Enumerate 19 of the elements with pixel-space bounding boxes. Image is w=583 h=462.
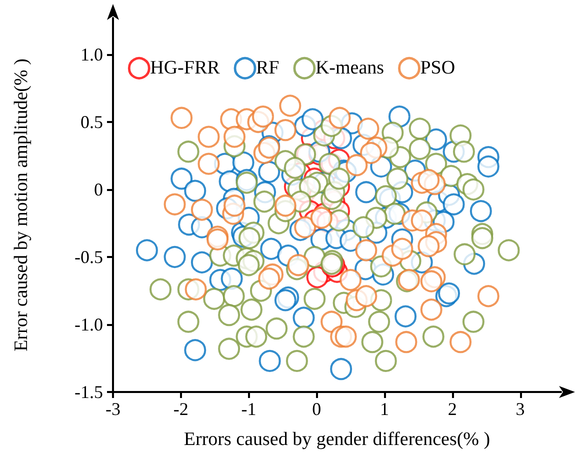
x-tick-label: 1 (380, 399, 390, 419)
x-tick-label: -3 (106, 399, 120, 419)
x-tick-label: 2 (448, 399, 457, 419)
y-axis-title: Error caused by motion amplitude(% ) (11, 58, 32, 352)
x-tick-label: -2 (173, 399, 188, 419)
y-tick-label: -1.5 (74, 382, 103, 402)
x-tick-label: -1 (241, 399, 256, 419)
y-tick-label: 0 (94, 179, 103, 200)
y-tick-label: 1.0 (80, 44, 103, 64)
x-axis-title: Errors caused by gender differences(% ) (184, 429, 490, 450)
y-tick-label: -0.5 (74, 246, 103, 267)
legend-label: RF (256, 58, 280, 79)
legend-label: PSO (420, 58, 456, 79)
y-tick-label: -1.0 (74, 314, 103, 334)
legend-label: K-means (315, 58, 384, 79)
x-tick-label: 0 (312, 399, 322, 419)
y-tick-label: 0.5 (80, 112, 103, 132)
x-tick-label: 3 (516, 399, 525, 419)
legend-label: HG-FRR (150, 58, 220, 79)
